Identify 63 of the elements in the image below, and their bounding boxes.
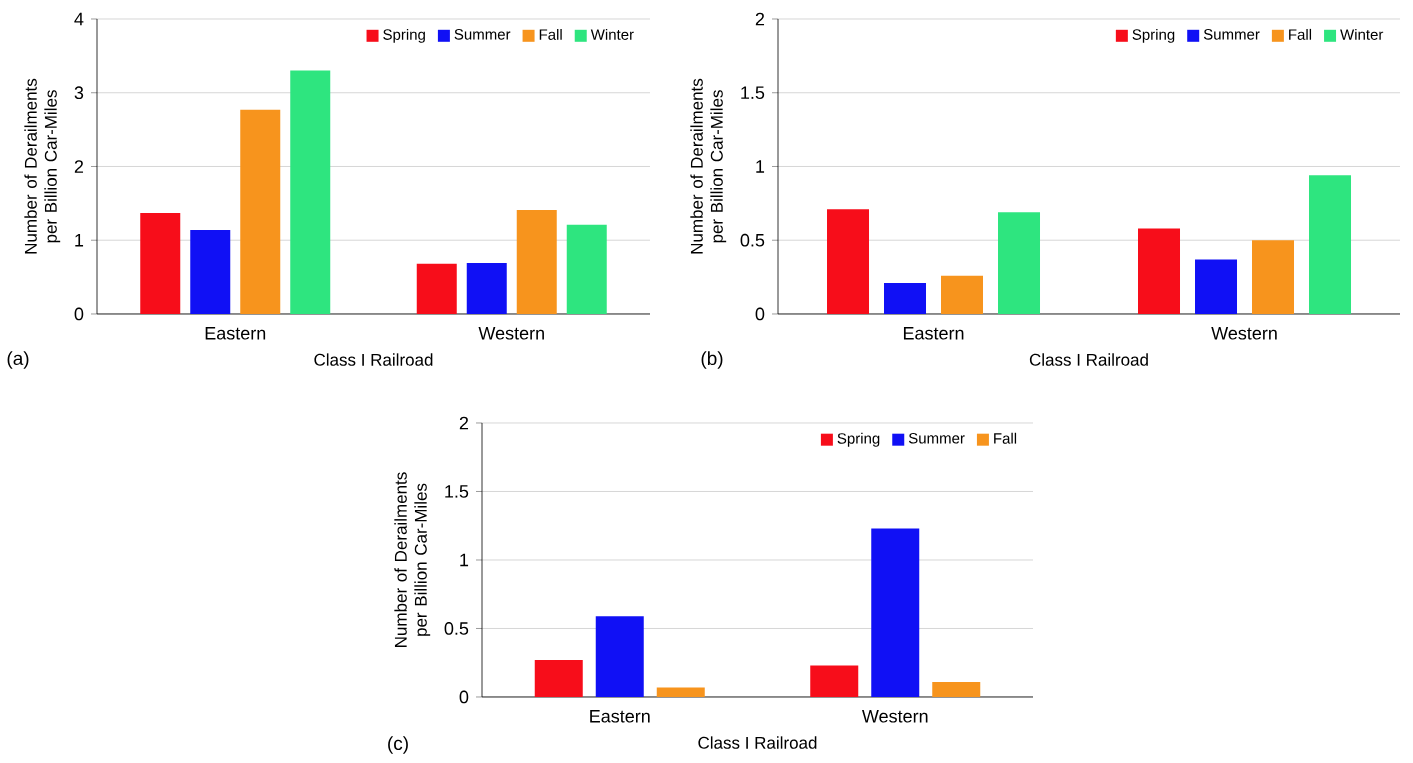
y-tick-label: 0.5 (444, 622, 469, 635)
x-tick-label: Eastern (903, 327, 964, 340)
legend-label: Winter (1340, 28, 1384, 40)
text: (a) (7, 351, 29, 369)
bar (827, 209, 870, 314)
y-tick-label: 2 (459, 416, 469, 430)
y-tick-label: 0 (459, 690, 469, 704)
y-axis-title: Number of Derailments per Billion Car-Miles (690, 78, 727, 254)
bar (466, 263, 507, 314)
y-tick-label: 0 (755, 307, 765, 321)
bar (140, 212, 181, 314)
legend-label: Fall (1289, 28, 1312, 40)
bar (884, 283, 927, 314)
bar (1195, 259, 1238, 314)
y-tick-label: 2 (755, 12, 765, 26)
y-tick-label: 4 (74, 12, 84, 26)
x-tick-label: Eastern (205, 327, 266, 340)
bar (290, 70, 331, 314)
legend-label: Summer (454, 29, 511, 40)
y-axis-title: Number of Derailments per Billion Car-Miles (24, 78, 61, 254)
y-tick-label: 1 (756, 160, 765, 173)
y-tick-label: 1 (75, 234, 84, 247)
bar (534, 659, 583, 697)
legend-label: Spring (383, 28, 425, 43)
text: (c) (388, 736, 408, 754)
bar (932, 681, 981, 697)
y-axis-title: Number of Derailments per Billion Car-Miles (394, 472, 431, 647)
x-tick-label: Western (478, 327, 544, 340)
y-tick-label: 1.5 (445, 485, 469, 498)
bar (240, 109, 281, 314)
bar (416, 263, 457, 314)
legend-label: Summer (1203, 29, 1260, 40)
bar (998, 212, 1041, 314)
y-tick-label: 1.5 (741, 86, 765, 100)
y-tick-label: 3 (74, 86, 84, 100)
legend-label: Fall (539, 28, 562, 40)
bar (566, 224, 607, 314)
bar (190, 229, 231, 314)
x-axis-title: Class I Railroad (698, 736, 817, 749)
x-tick-label: Eastern (590, 710, 650, 723)
y-tick-label: 1 (460, 553, 469, 567)
text: (b) (701, 351, 723, 369)
y-tick-label: 0 (74, 307, 84, 321)
bar (516, 209, 557, 314)
legend-label: Spring (1132, 28, 1175, 43)
bar (1252, 240, 1295, 314)
bar (595, 616, 644, 697)
legend-label: Spring (837, 432, 880, 447)
bar (810, 665, 859, 697)
legend-label: Winter (590, 28, 634, 40)
x-axis-title: Class I Railroad (314, 353, 433, 366)
bar (871, 528, 920, 697)
x-tick-label: Western (862, 710, 928, 723)
x-axis-title: Class I Railroad (1029, 353, 1148, 366)
bar (1138, 228, 1181, 314)
y-tick-label: 2 (74, 160, 84, 173)
legend-label: Summer (908, 432, 965, 444)
bar (941, 275, 984, 314)
bar (656, 687, 705, 697)
legend-label: Fall (994, 432, 1017, 444)
bar (1309, 175, 1352, 314)
x-tick-label: Western (1211, 327, 1277, 340)
y-tick-label: 0.5 (740, 233, 765, 247)
